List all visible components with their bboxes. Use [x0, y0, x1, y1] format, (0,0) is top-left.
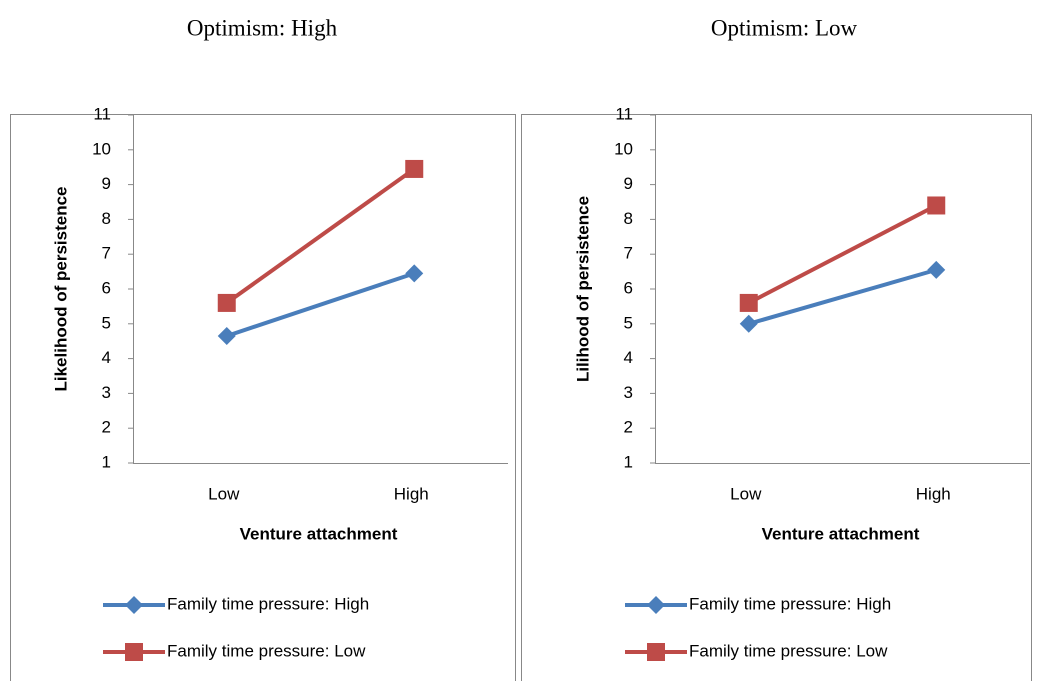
series-line [225, 167, 416, 305]
y-tick-label: 2 [102, 418, 111, 437]
y-tick-label: 3 [624, 383, 633, 402]
y-tick-label: 6 [624, 278, 633, 297]
y-tick-label: 5 [624, 313, 633, 332]
marker [647, 643, 665, 661]
x-axis-label: Venture attachment [762, 524, 920, 543]
y-axis-label: Likelihood of persistence [51, 187, 70, 392]
y-tick-label: 6 [102, 278, 111, 297]
y-tick-label: 2 [624, 418, 633, 437]
y-tick-label: 5 [102, 313, 111, 332]
y-tick-label: 8 [102, 209, 111, 228]
marker [927, 196, 946, 215]
y-tick-label: 9 [624, 174, 633, 193]
y-tick-label: 4 [624, 348, 633, 367]
marker [217, 326, 236, 345]
series-line [747, 203, 938, 305]
y-tick-label: 7 [102, 244, 111, 263]
panel-border [521, 114, 1032, 681]
legend-label: Family time pressure: Low [167, 641, 366, 660]
series-line [226, 271, 415, 338]
x-axis-label: Venture attachment [240, 524, 398, 543]
y-tick-label: 7 [624, 244, 633, 263]
y-tick-label: 11 [615, 104, 633, 123]
y-tick-label: 1 [102, 452, 111, 471]
legend-label: Family time pressure: High [167, 594, 369, 613]
y-tick-label: 3 [102, 383, 111, 402]
marker [405, 264, 424, 283]
y-tick-label: 4 [102, 348, 111, 367]
y-tick-label: 9 [102, 174, 111, 193]
legend-label: Family time pressure: Low [689, 641, 888, 660]
x-tick-label: Low [730, 484, 762, 503]
marker [739, 293, 758, 312]
x-tick-label: Low [208, 484, 240, 503]
y-tick-label: 8 [624, 209, 633, 228]
marker [647, 596, 665, 614]
marker [125, 643, 143, 661]
chart-title: Optimism: High [187, 15, 338, 40]
series-line [748, 267, 937, 326]
y-tick-label: 11 [93, 104, 111, 123]
y-tick-label: 10 [92, 139, 111, 158]
marker [739, 314, 758, 333]
x-tick-label: High [394, 484, 429, 503]
y-axis-label: Lilihood of persistence [573, 196, 592, 382]
y-tick-label: 10 [614, 139, 633, 158]
marker [927, 260, 946, 279]
marker [217, 293, 236, 312]
legend-label: Family time pressure: High [689, 594, 891, 613]
marker [125, 596, 143, 614]
panel-border [10, 114, 516, 681]
x-tick-label: High [916, 484, 951, 503]
chart-title: Optimism: Low [711, 15, 858, 40]
y-tick-label: 1 [624, 452, 633, 471]
marker [405, 159, 424, 178]
